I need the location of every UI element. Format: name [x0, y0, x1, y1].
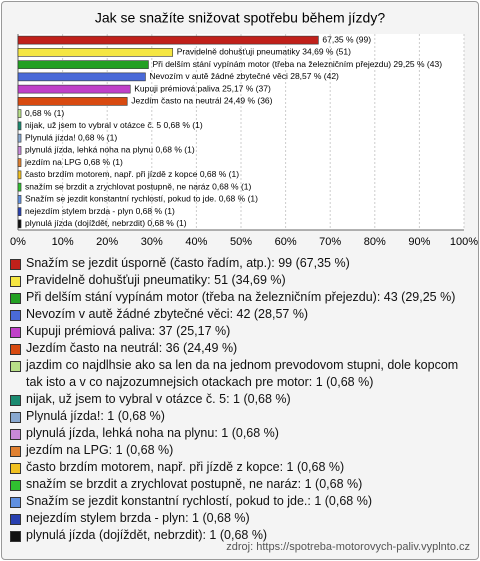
legend-item: Nevozím v autě žádné zbytečné věci: 42 (… — [10, 306, 472, 323]
legend-item: Plynulá jízda!: 1 (0,68 %) — [10, 408, 472, 425]
bar — [17, 170, 22, 180]
value-label: 0,68 % (1) — [25, 108, 64, 118]
legend-swatch — [10, 497, 21, 508]
legend-label: plynulá jízda, lehká noha na plynu: 1 (0… — [26, 426, 279, 440]
legend-swatch — [10, 310, 21, 321]
legend-item: jezdím na LPG: 1 (0,68 %) — [10, 442, 472, 459]
value-label: plynulá jízda, lehká noha na plynu 0,68 … — [25, 145, 195, 155]
legend-label: Jezdím často na neutrál: 36 (24,49 %) — [26, 341, 238, 355]
chart: Jak se snažíte snižovat spotřebu během j… — [10, 10, 478, 248]
legend-item: Snažím se jezdit úsporně (často řadím, a… — [10, 255, 472, 272]
legend-item: Pravidelně dohušťuji pneumatiky: 51 (34,… — [10, 272, 472, 289]
legend-swatch — [10, 514, 21, 525]
value-label: Při delším stání vypínám motor (třeba na… — [152, 59, 442, 69]
x-tick-label: 10% — [52, 236, 74, 248]
bar — [17, 158, 22, 167]
legend-swatch — [10, 361, 21, 372]
legend-swatch — [10, 446, 21, 457]
legend-label: Snažím se jezdit úsporně (často řadím, a… — [26, 256, 350, 270]
bar — [17, 133, 22, 143]
bar — [17, 182, 22, 192]
bar — [17, 48, 174, 57]
legend: Snažím se jezdit úsporně (často řadím, a… — [10, 255, 472, 544]
legend-label: jezdím na LPG: 1 (0,68 %) — [26, 443, 174, 457]
x-tick-label: 80% — [364, 236, 386, 248]
legend-item: Kupuji prémiová paliva: 37 (25,17 %) — [10, 323, 472, 340]
legend-label: Snažím se jezdit konstantní rychlostí, p… — [26, 494, 373, 508]
legend-item: Snažím se jezdit konstantní rychlostí, p… — [10, 493, 472, 510]
legend-swatch — [10, 259, 21, 270]
legend-item: plynulá jízda, lehká noha na plynu: 1 (0… — [10, 425, 472, 442]
legend-label: Nevozím v autě žádné zbytečné věci: 42 (… — [26, 307, 309, 321]
legend-label: Pravidelně dohušťuji pneumatiky: 51 (34,… — [26, 273, 286, 287]
value-label: plynulá jízda (dojíždět, nebrzdit) 0,68 … — [25, 218, 187, 228]
value-label: často brzdím motorem, např. při jízdě z … — [25, 169, 239, 179]
bar — [17, 72, 146, 82]
legend-item: plynulá jízda (dojíždět, nebrzdit): 1 (0… — [10, 527, 472, 544]
legend-label: snažím se brzdit a zrychlovat postupně, … — [26, 477, 363, 491]
legend-item: často brzdím motorem, např. při jízdě z … — [10, 459, 472, 476]
bar — [17, 207, 22, 216]
value-label: Pravidelně dohušťuji pneumatiky 34,69 % … — [177, 47, 351, 57]
legend-swatch — [10, 395, 21, 406]
value-label: Kupuji prémiová paliva 25,17 % (37) — [134, 83, 271, 93]
legend-swatch — [10, 480, 21, 491]
value-label: snažím se brzdit a zrychlovat postupně, … — [25, 181, 251, 191]
legend-swatch — [10, 293, 21, 304]
chart-title: Jak se snažíte snižovat spotřebu během j… — [95, 10, 385, 26]
legend-item: Jezdím často na neutrál: 36 (24,49 %) — [10, 340, 472, 357]
bar — [17, 60, 149, 69]
x-tick-label: 60% — [275, 236, 297, 248]
value-label: Plynulá jízda! 0,68 % (1) — [25, 132, 117, 142]
legend-item: nejezdím stylem brzda - plyn: 1 (0,68 %) — [10, 510, 472, 527]
legend-item: jazdim co najdlhsie ako sa len da na jed… — [10, 357, 472, 391]
legend-swatch — [10, 531, 21, 542]
bar — [17, 146, 22, 155]
legend-swatch — [10, 463, 21, 474]
value-label: jezdím na LPG 0,68 % (1) — [24, 157, 123, 167]
source: zdroj: https://spotreba-motorovych-paliv… — [226, 541, 470, 553]
x-tick-label: 100% — [450, 236, 478, 248]
x-tick-label: 0% — [10, 236, 26, 248]
legend-item: nijak, už jsem to vybral v otázce č. 5: … — [10, 391, 472, 408]
legend-label: Plynulá jízda!: 1 (0,68 %) — [26, 409, 165, 423]
bar — [17, 121, 22, 131]
x-tick-label: 70% — [319, 236, 341, 248]
x-tick-label: 90% — [408, 236, 430, 248]
legend-swatch — [10, 412, 21, 423]
legend-item: snažím se brzdit a zrychlovat postupně, … — [10, 476, 472, 493]
legend-label: jazdim co najdlhsie ako sa len da na jed… — [26, 358, 459, 389]
value-label: 67,35 % (99) — [322, 34, 371, 44]
legend-swatch — [10, 429, 21, 440]
bar — [17, 109, 22, 118]
legend-label: Kupuji prémiová paliva: 37 (25,17 %) — [26, 324, 231, 338]
x-tick-label: 40% — [185, 236, 207, 248]
value-label: Snažím se jezdit konstantní rychlostí, p… — [25, 194, 258, 204]
bar — [17, 35, 319, 45]
legend-label: nijak, už jsem to vybral v otázce č. 5: … — [26, 392, 291, 406]
bar — [17, 97, 128, 106]
legend-swatch — [10, 327, 21, 338]
value-label: Nevozím v autě žádné zbytečné věci 28,57… — [149, 71, 339, 81]
bar — [17, 219, 22, 229]
value-label: Jezdím často na neutrál 24,49 % (36) — [131, 96, 272, 106]
x-tick-label: 50% — [230, 236, 252, 248]
legend-label: plynulá jízda (dojíždět, nebrzdit): 1 (0… — [26, 528, 268, 542]
legend-swatch — [10, 344, 21, 355]
legend-item: Při delším stání vypínám motor (třeba na… — [10, 289, 472, 306]
x-tick-label: 30% — [141, 236, 163, 248]
legend-label: nejezdím stylem brzda - plyn: 1 (0,68 %) — [26, 511, 250, 525]
value-label: nejezdím stylem brzda - plyn 0,68 % (1) — [25, 206, 175, 216]
bar — [17, 195, 22, 204]
legend-swatch — [10, 276, 21, 287]
x-tick-label: 20% — [96, 236, 118, 248]
legend-label: často brzdím motorem, např. při jízdě z … — [26, 460, 345, 474]
bar — [17, 84, 131, 94]
value-label: nijak, už jsem to vybral v otázce č. 5 0… — [25, 120, 203, 130]
legend-label: Při delším stání vypínám motor (třeba na… — [26, 290, 456, 304]
